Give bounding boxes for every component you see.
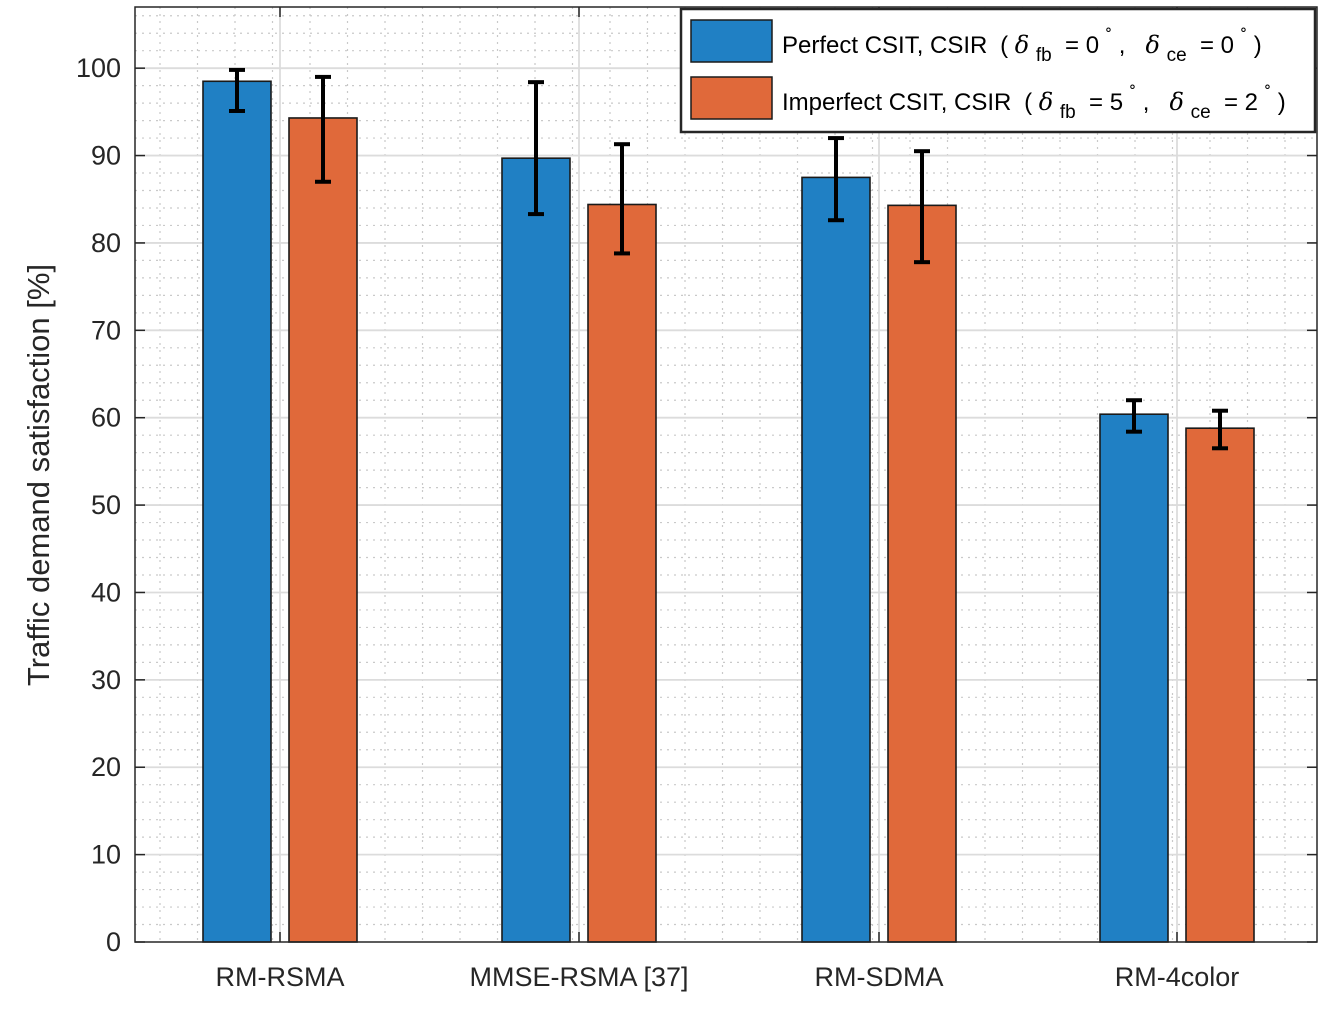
y-tick-label: 20	[91, 752, 121, 782]
legend: Perfect CSIT, CSIR ( δ fb = 0 ˚ , δ ce =…	[679, 7, 1317, 134]
bar-imperfect-2	[587, 203, 657, 943]
y-tick-label: 40	[91, 577, 121, 607]
axes-box	[134, 6, 1318, 943]
legend-label-1-paren-close: )	[1254, 32, 1262, 59]
y-tick-label: 30	[91, 665, 121, 695]
x-tick-label: RM-SDMA	[815, 962, 944, 992]
legend-label-1-sub2: ce	[1167, 45, 1187, 66]
legend-label-1-paren-open: (	[1000, 32, 1008, 59]
bar-imperfect-3	[887, 204, 957, 943]
legend-label-2-name: Imperfect CSIT, CSIR	[782, 89, 1011, 116]
legend-label-1-deg2: ˚	[1241, 27, 1247, 48]
legend-swatch-2	[690, 76, 773, 120]
y-tick-label: 0	[106, 927, 121, 957]
legend-entry-2: Imperfect CSIT, CSIR ( δ fb = 5 ˚ , δ ce…	[690, 76, 1286, 124]
legend-label-2-sep: ,	[1143, 89, 1163, 116]
y-tick-label: 90	[91, 141, 121, 171]
y-tick-label: 70	[91, 315, 121, 345]
legend-label-2: Imperfect CSIT, CSIR ( δ fb = 5 ˚ , δ ce…	[782, 79, 1286, 124]
legend-label-2-sym1: δ	[1039, 88, 1053, 116]
legend-label-1-mid1: = 0	[1058, 32, 1099, 59]
y-tick-label: 100	[76, 53, 121, 83]
legend-label-1-sym1: δ	[1015, 31, 1029, 59]
legend-box	[679, 7, 1317, 134]
legend-label-1-deg1: ˚	[1106, 27, 1112, 48]
x-tick-label: MMSE-RSMA [37]	[469, 962, 688, 992]
legend-label-2-paren-close: )	[1278, 89, 1286, 116]
bars	[202, 80, 1255, 943]
x-axis-ticks: RM-RSMA MMSE-RSMA [37] RM-SDMA RM-4color	[216, 7, 1240, 992]
bar-perfect-1	[202, 80, 272, 943]
bar-imperfect-4	[1185, 427, 1255, 943]
legend-entry-1: Perfect CSIT, CSIR ( δ fb = 0 ˚ , δ ce =…	[690, 19, 1262, 67]
legend-label-1-mid2: = 0	[1193, 32, 1234, 59]
legend-label-1-sub1: fb	[1036, 45, 1052, 66]
y-axis-label: Traffic demand satisfaction [%]	[21, 264, 56, 686]
y-axis-ticks: 0 10 20 30 40 50 60 70 80 90 100	[76, 53, 1317, 957]
x-tick-label: RM-RSMA	[216, 962, 345, 992]
bar-perfect-3	[801, 176, 871, 943]
legend-label-1-sep: ,	[1119, 32, 1139, 59]
bar-perfect-2	[501, 157, 571, 943]
legend-label-2-deg2: ˚	[1265, 84, 1271, 105]
x-tick-label: RM-4color	[1115, 962, 1240, 992]
legend-label-2-sub2: ce	[1191, 102, 1211, 123]
bar-imperfect-1	[288, 117, 358, 943]
y-tick-label: 60	[91, 403, 121, 433]
y-tick-label: 80	[91, 228, 121, 258]
y-tick-label: 10	[91, 840, 121, 870]
legend-label-2-mid2: = 2	[1217, 89, 1258, 116]
legend-label-1-name: Perfect CSIT, CSIR	[782, 32, 987, 59]
legend-label-1: Perfect CSIT, CSIR ( δ fb = 0 ˚ , δ ce =…	[782, 22, 1262, 67]
bar-perfect-4	[1099, 413, 1169, 943]
error-bars	[229, 67, 1228, 451]
legend-label-2-mid1: = 5	[1082, 89, 1123, 116]
legend-label-1-sym2: δ	[1145, 31, 1159, 59]
legend-label-2-sym2: δ	[1169, 88, 1183, 116]
legend-label-2-sub1: fb	[1060, 102, 1076, 123]
y-tick-label: 50	[91, 490, 121, 520]
legend-swatch-1	[690, 19, 773, 63]
legend-label-2-deg1: ˚	[1130, 84, 1136, 105]
legend-label-2-paren-open: (	[1024, 89, 1032, 116]
